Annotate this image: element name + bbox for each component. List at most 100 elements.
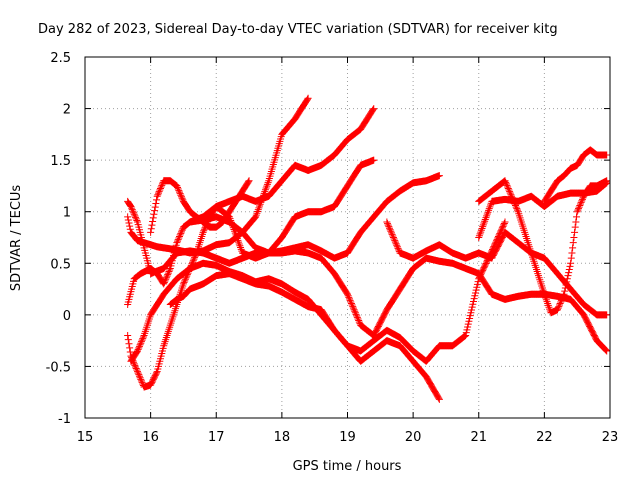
data-point	[139, 333, 147, 341]
data-point	[389, 232, 397, 240]
data-point	[345, 295, 353, 303]
data-point	[176, 190, 184, 198]
y-tick-label: 2.5	[50, 51, 71, 66]
data-point	[387, 229, 395, 237]
x-tick-label: 15	[77, 430, 94, 445]
y-tick-label: 1.5	[50, 154, 71, 169]
data-point	[510, 198, 518, 206]
data-point	[231, 227, 239, 235]
data-point	[129, 207, 137, 215]
data-point	[132, 363, 140, 371]
series-5	[127, 259, 443, 403]
data-point	[370, 156, 378, 164]
x-tick-label: 18	[274, 430, 291, 445]
data-point	[475, 234, 483, 241]
data-point	[166, 266, 174, 274]
data-point	[477, 228, 485, 236]
data-point	[502, 178, 510, 186]
data-point	[165, 268, 173, 276]
data-point	[154, 191, 162, 199]
data-point	[461, 332, 469, 340]
data-point	[128, 204, 136, 212]
data-point	[563, 278, 571, 286]
data-point	[573, 208, 581, 216]
y-axis-label: SDTVAR / TECUs	[9, 185, 24, 292]
data-point	[137, 339, 145, 347]
data-point	[160, 280, 168, 288]
data-point	[131, 361, 139, 369]
data-point	[487, 201, 495, 209]
y-tick-label: -0.5	[46, 360, 71, 375]
data-point	[481, 217, 489, 225]
data-point	[501, 177, 509, 185]
data-point	[435, 172, 443, 180]
data-point	[353, 312, 361, 320]
data-point	[126, 348, 134, 356]
data-point	[174, 237, 182, 245]
data-point	[351, 309, 359, 317]
data-point	[176, 232, 183, 240]
data-point	[135, 372, 143, 380]
data-point	[235, 238, 243, 246]
data-point	[573, 213, 581, 221]
data-point	[230, 226, 238, 234]
data-point	[468, 303, 476, 311]
data-point	[572, 218, 580, 226]
data-point	[466, 312, 474, 320]
data-point	[557, 298, 565, 306]
data-point	[384, 220, 392, 228]
data-markers	[124, 94, 611, 403]
data-point	[128, 206, 136, 214]
data-point	[138, 378, 146, 386]
data-point	[261, 186, 269, 194]
data-point	[386, 224, 393, 232]
data-point	[482, 214, 490, 222]
data-point	[555, 303, 563, 311]
data-point	[345, 293, 353, 301]
data-point	[173, 239, 181, 247]
chart-title: Day 282 of 2023, Sidereal Day-to-day VTE…	[38, 22, 558, 37]
data-point	[253, 209, 261, 217]
data-point	[181, 277, 189, 285]
data-point	[512, 203, 520, 211]
data-point	[483, 210, 491, 218]
data-point	[355, 318, 363, 326]
data-point	[479, 221, 487, 229]
data-point	[473, 283, 481, 291]
data-point	[509, 195, 517, 203]
data-point	[568, 249, 576, 257]
data-point	[135, 342, 143, 350]
data-point	[153, 192, 161, 200]
data-point	[175, 234, 183, 242]
data-point	[602, 346, 610, 354]
data-point	[304, 94, 312, 102]
data-point	[177, 229, 185, 237]
data-point	[603, 347, 611, 355]
data-point	[135, 344, 143, 352]
data-point	[126, 225, 134, 233]
data-point	[174, 236, 182, 244]
data-point	[485, 205, 493, 213]
data-point	[576, 200, 584, 208]
data-point	[181, 275, 189, 283]
data-point	[483, 212, 491, 220]
data-point	[148, 221, 156, 229]
data-point	[351, 307, 359, 315]
data-point	[201, 224, 209, 232]
data-point	[355, 317, 363, 325]
data-point	[435, 395, 443, 403]
data-point	[561, 284, 569, 292]
data-point	[463, 326, 471, 334]
data-point	[132, 213, 140, 221]
data-point	[263, 182, 271, 190]
series-2	[124, 105, 378, 391]
data-point	[162, 275, 170, 283]
data-point	[506, 189, 514, 197]
data-point	[231, 229, 239, 237]
data-point	[578, 197, 586, 205]
data-point	[126, 344, 134, 352]
x-tick-label: 17	[208, 430, 225, 445]
data-point	[237, 244, 245, 252]
data-point	[164, 271, 172, 279]
